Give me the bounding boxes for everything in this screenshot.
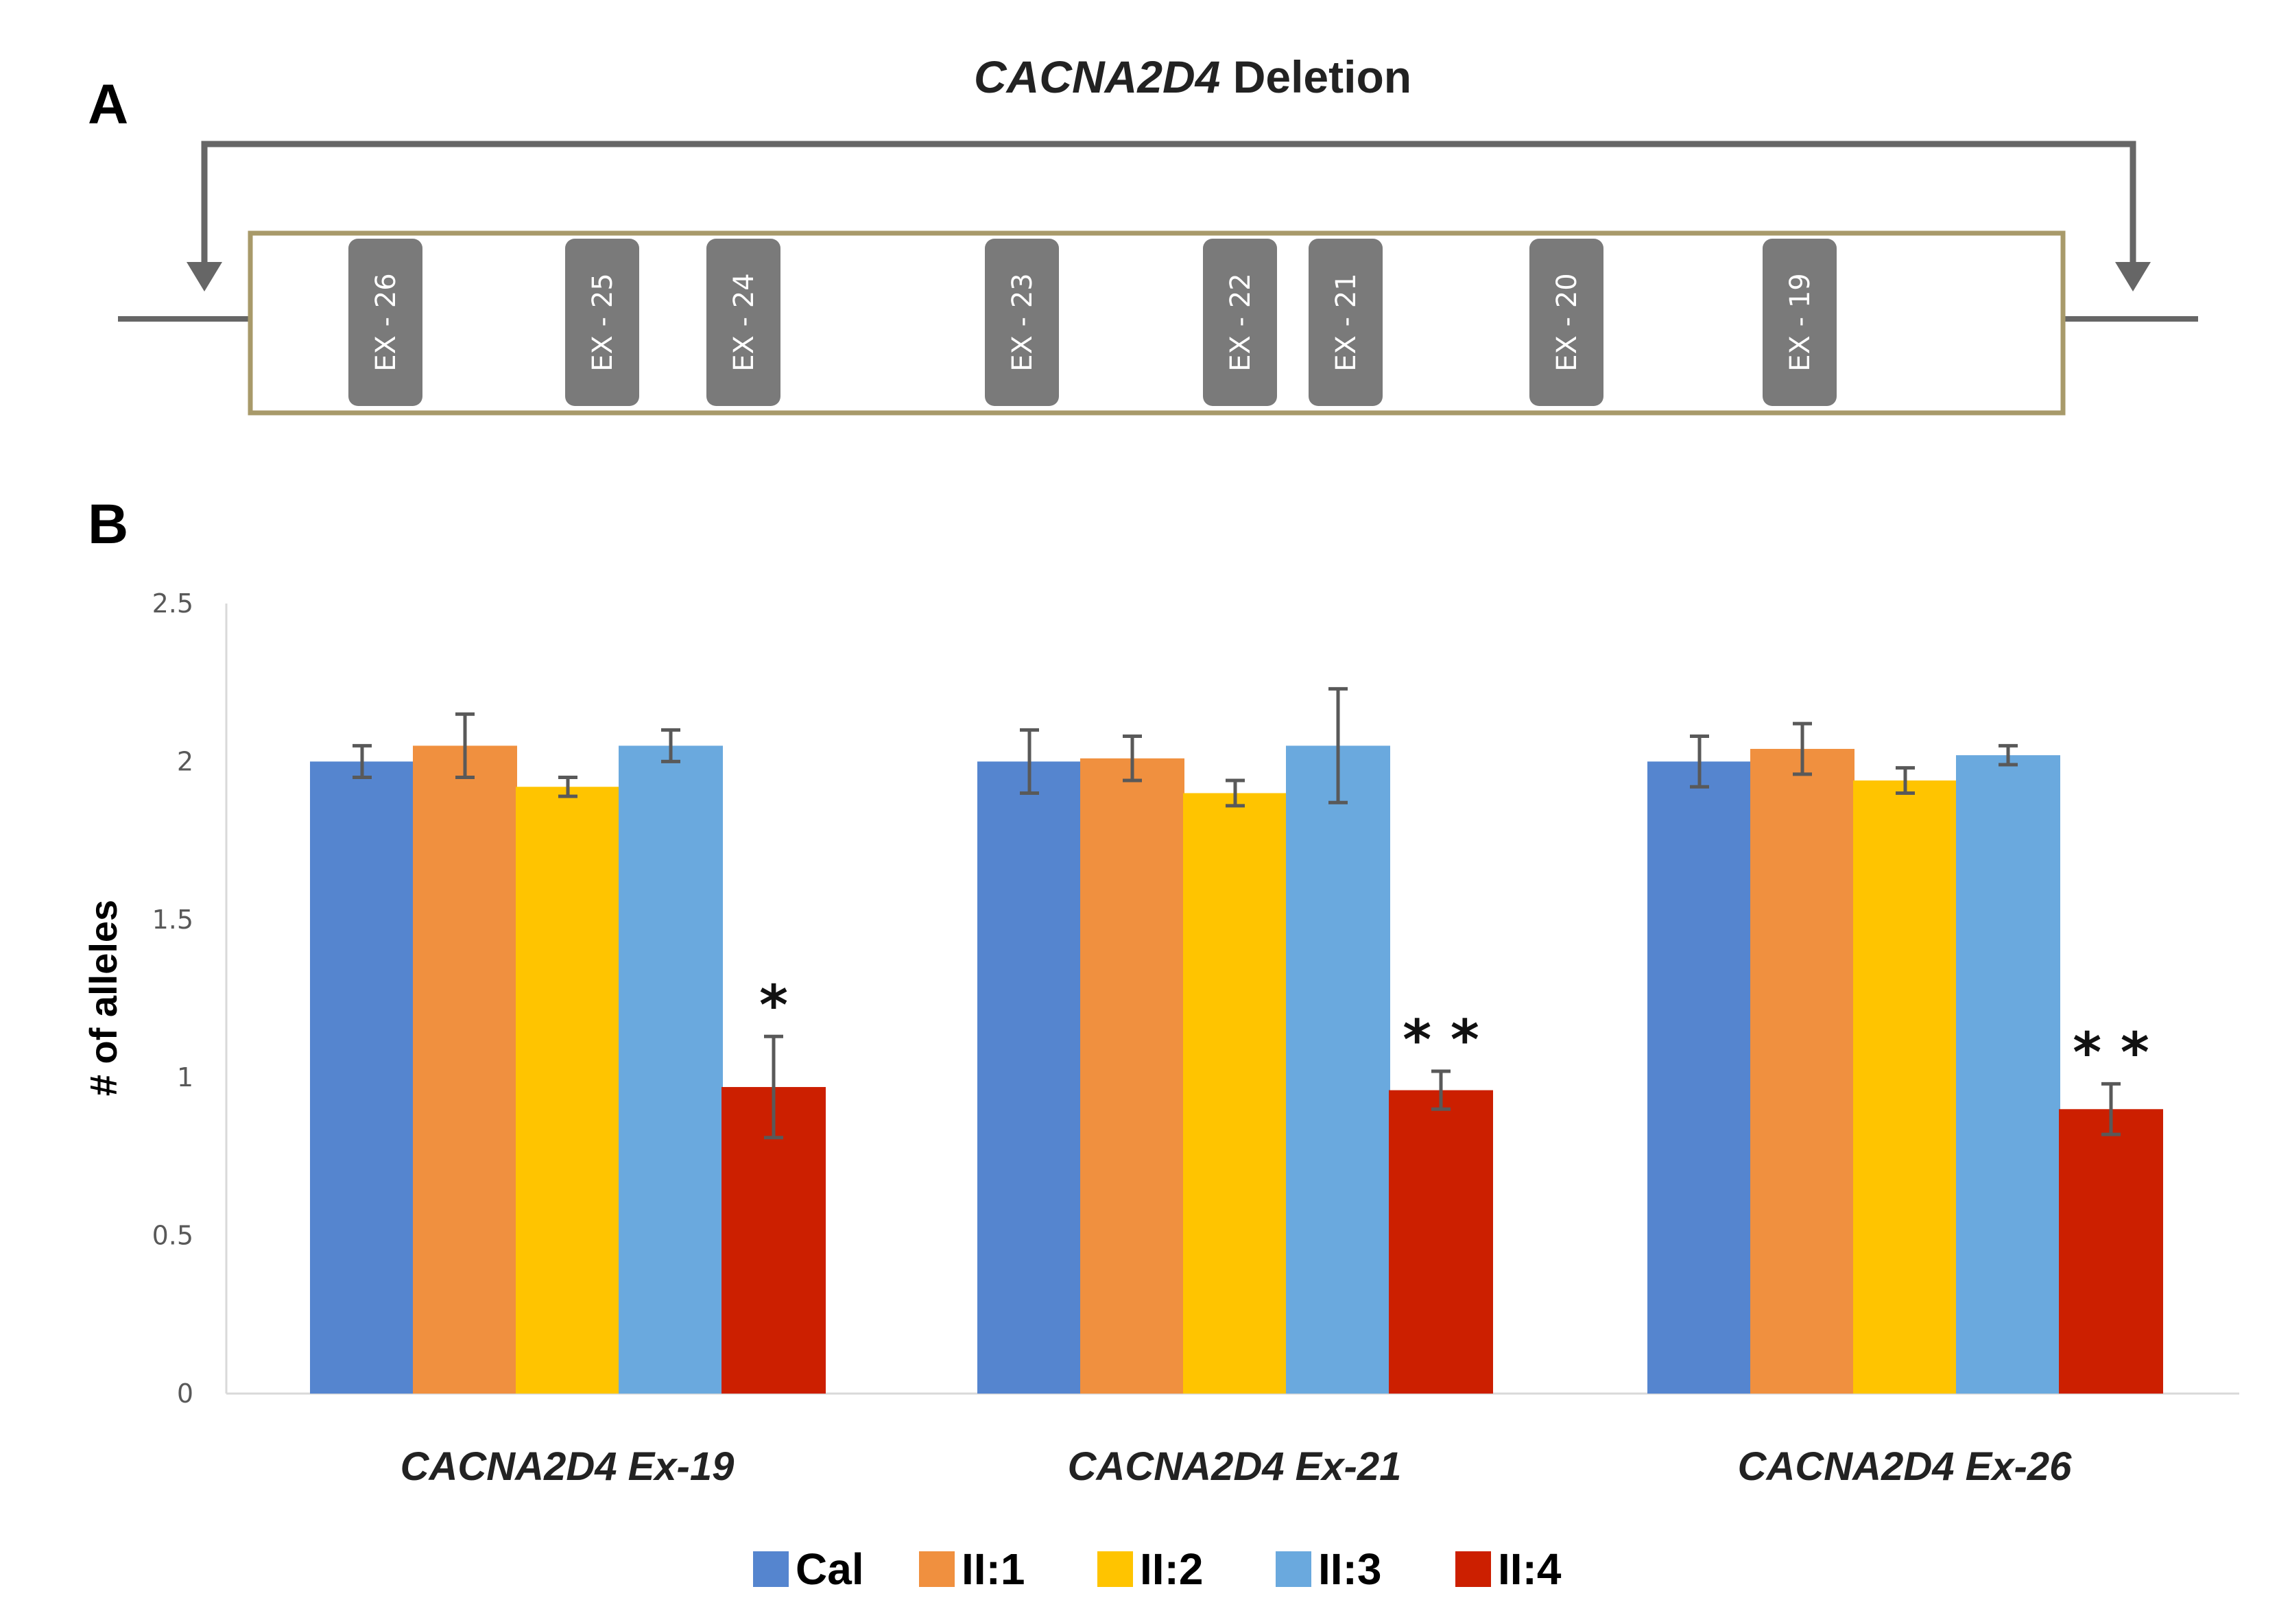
exon-label: EX - 26	[370, 273, 402, 371]
legend-swatch	[919, 1551, 955, 1587]
exon-ex19: EX - 19	[1763, 239, 1837, 406]
exon-ex23: EX - 23	[985, 239, 1059, 406]
exon-ex26: EX - 26	[348, 239, 422, 406]
deletion-bracket	[201, 141, 2136, 267]
error-bar	[1896, 766, 1915, 795]
exon-ex21: EX - 21	[1309, 239, 1383, 406]
legend-swatch	[1276, 1551, 1311, 1587]
legend: Cal II:1 II:2 II:3 II:4	[753, 1544, 1562, 1594]
exon-label: EX - 19	[1785, 273, 1816, 371]
bar-ii-1-cat2	[1080, 758, 1184, 1394]
legend-label: II:1	[962, 1544, 1025, 1594]
bar-ii-3-cat3	[1956, 755, 2060, 1394]
error-bar	[1793, 721, 1812, 776]
legend-swatch	[753, 1551, 789, 1587]
legend-swatch	[1455, 1551, 1491, 1587]
bar-ii-2-cat1	[516, 787, 620, 1394]
exon-ex22: EX - 22	[1203, 239, 1277, 406]
error-bar	[353, 743, 372, 779]
deletion-title: CACNA2D4 Deletion	[974, 51, 1411, 102]
exon-label: EX - 23	[1007, 273, 1038, 371]
bar-series	[310, 745, 2163, 1394]
panel-b-label: B	[88, 493, 128, 556]
y-tick-label: 1.5	[152, 905, 193, 935]
panel-a-label: A	[88, 73, 128, 136]
exon-ex25: EX - 25	[565, 239, 639, 406]
bar-ii-1-cat3	[1750, 748, 1854, 1394]
y-ticks: 0 0.5 1 1.5 2 2.5	[152, 588, 193, 1409]
exon-label: EX - 25	[587, 273, 619, 371]
deletion-title-gene: CACNA2D4	[974, 51, 1220, 102]
legend-swatch	[1097, 1551, 1133, 1587]
deletion-arrow-left-head	[187, 262, 222, 291]
y-tick-label: 2	[177, 746, 193, 776]
bar-ii-4-cat2	[1389, 1090, 1493, 1394]
y-tick-label: 0	[177, 1378, 193, 1409]
error-bar	[661, 728, 680, 763]
exon-label: EX - 21	[1331, 273, 1362, 371]
legend-label: II:4	[1498, 1544, 1562, 1594]
deletion-arrow-right-head	[2115, 262, 2151, 291]
y-tick-label: 1	[177, 1062, 193, 1092]
bar-cal-cat1	[310, 761, 414, 1394]
exon-ex20: EX - 20	[1529, 239, 1603, 406]
error-bar	[558, 775, 577, 798]
error-bar	[1226, 778, 1245, 808]
legend-label: II:2	[1140, 1544, 1203, 1594]
y-tick-label: 0.5	[152, 1221, 193, 1251]
exon-label: EX - 22	[1225, 273, 1256, 371]
deleted-region-box	[248, 230, 2066, 416]
error-bar	[1690, 735, 1709, 789]
bar-cal-cat2	[977, 761, 1082, 1394]
error-bar	[1328, 686, 1348, 804]
significance-mark: * *	[1403, 1008, 1479, 1072]
exon-label: EX - 24	[728, 273, 760, 371]
bar-ii-4-cat3	[2059, 1109, 2163, 1394]
error-bar	[455, 712, 475, 779]
exon-label: EX - 20	[1551, 273, 1583, 371]
legend-label: Cal	[796, 1544, 864, 1594]
deletion-title-suffix: Deletion	[1220, 51, 1411, 102]
category-labels: CACNA2D4 Ex-19 CACNA2D4 Ex-21 CACNA2D4 Ex-…	[401, 1444, 2072, 1489]
error-bar	[1431, 1069, 1451, 1111]
x-category-label: CACNA2D4 Ex-21	[1068, 1444, 1402, 1489]
exon-group: EX - 26 EX - 25 EX - 24 EX - 23 EX - 22 …	[348, 239, 1837, 406]
legend-label: II:3	[1318, 1544, 1381, 1594]
error-bars	[353, 686, 2121, 1140]
significance-mark: *	[759, 973, 788, 1037]
bar-ii-1-cat1	[413, 745, 517, 1394]
x-category-label: CACNA2D4 Ex-26	[1738, 1444, 2072, 1489]
bar-cal-cat3	[1647, 761, 1752, 1394]
significance-mark: * *	[2073, 1020, 2149, 1084]
bar-ii-3-cat1	[619, 745, 723, 1394]
error-bar	[1123, 735, 1142, 783]
error-bar	[1999, 743, 2018, 767]
significance-annotations: * * * * *	[759, 973, 2149, 1084]
y-axis-label: # of alleles	[82, 900, 125, 1096]
y-tick-label: 2.5	[152, 588, 193, 619]
error-bar	[1020, 728, 1039, 795]
exon-ex24: EX - 24	[706, 239, 780, 406]
bar-ii-3-cat2	[1286, 745, 1390, 1394]
x-category-label: CACNA2D4 Ex-19	[401, 1444, 735, 1489]
bar-ii-2-cat3	[1853, 780, 1957, 1394]
bar-ii-2-cat2	[1183, 793, 1287, 1394]
error-bar	[2101, 1082, 2121, 1136]
error-bar	[764, 1034, 783, 1140]
